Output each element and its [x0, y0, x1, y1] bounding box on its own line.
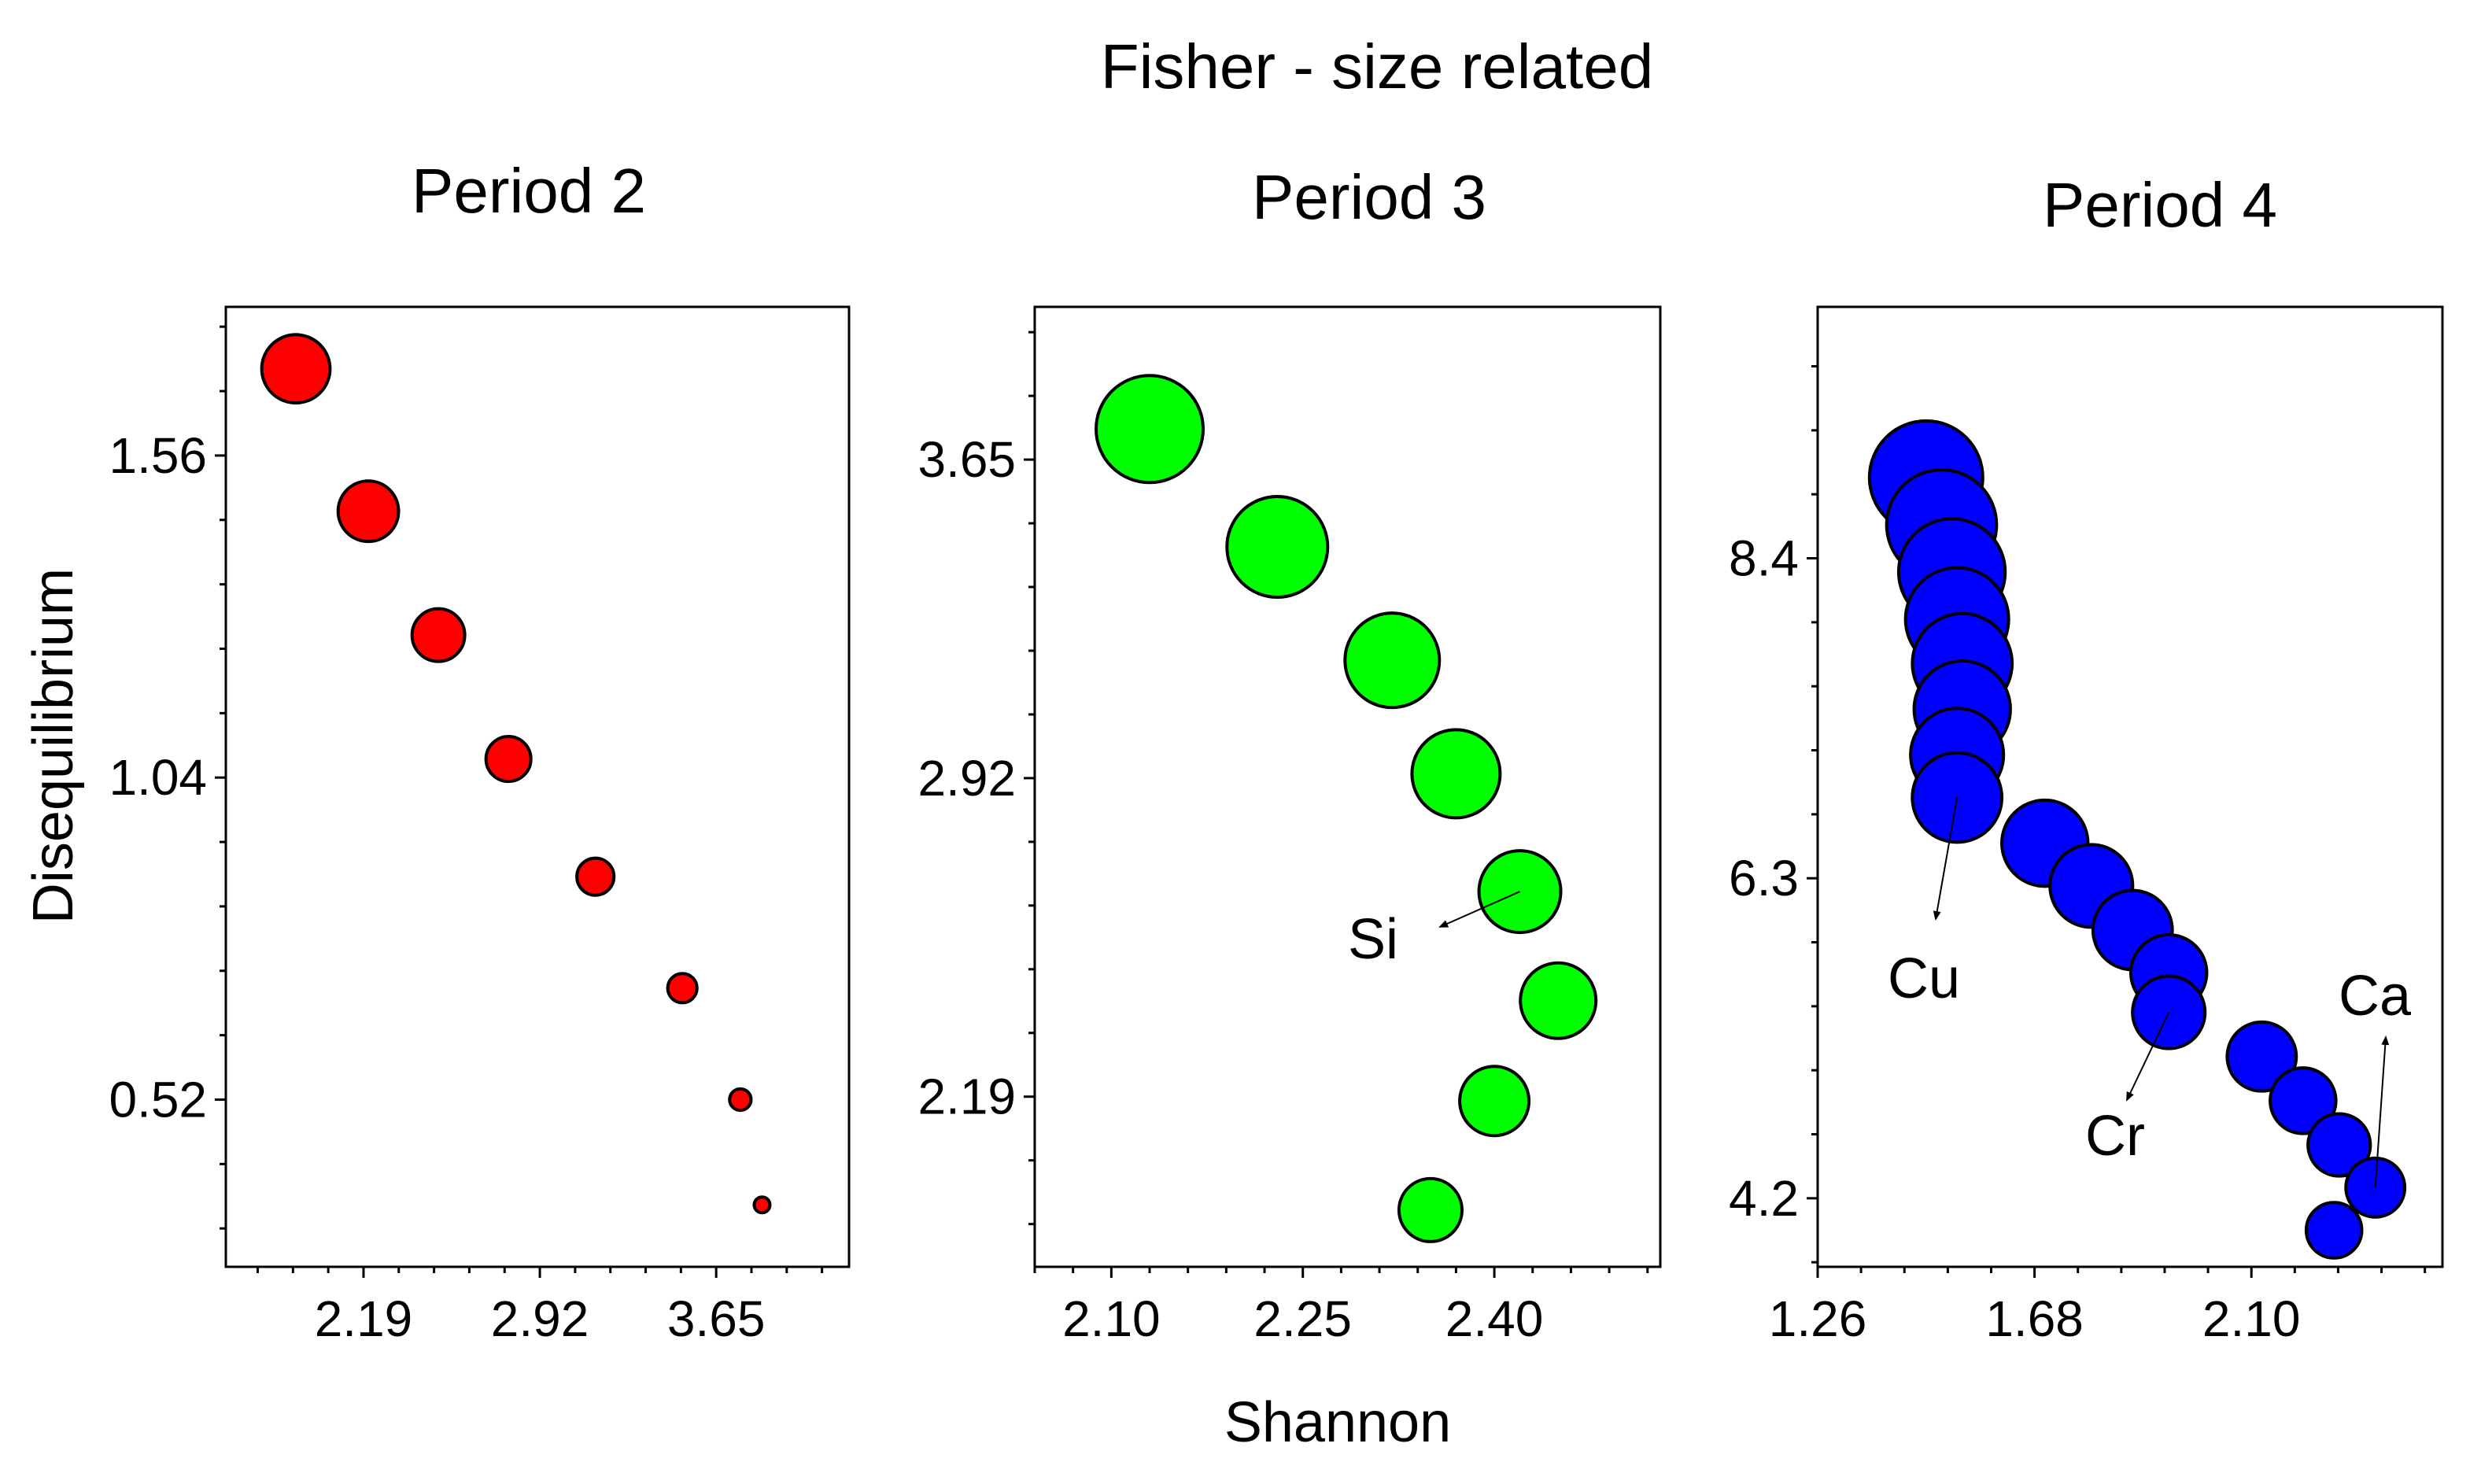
- y-tick-label: 6.3: [1729, 850, 1799, 906]
- data-point: [2344, 1156, 2407, 1219]
- x-tick-label: 3.65: [667, 1290, 766, 1347]
- y-tick-label: 0.52: [109, 1071, 207, 1128]
- data-point: [1095, 374, 1205, 485]
- data-point: [666, 972, 699, 1005]
- data-point: [1911, 751, 2004, 844]
- chart-panel-4: Period 4 1.26 1.68 2.10 4.2 6.3 8.4 Cu Cr Ca: [1729, 170, 2444, 1347]
- annotation-arrow: [2126, 1012, 2170, 1102]
- data-point: [410, 607, 467, 663]
- chart-panels: Period 2 2.19 2.92 3.65 0.52 1.04 1.56 Period 3…: [109, 156, 2444, 1347]
- x-tick-label: 2.19: [315, 1290, 413, 1347]
- x-tick-label: 2.40: [1445, 1290, 1544, 1347]
- panel-title: Period 3: [1252, 162, 1486, 232]
- x-tick-label: 2.25: [1253, 1290, 1352, 1347]
- y-tick-label: 4.2: [1729, 1170, 1799, 1227]
- data-point: [260, 333, 332, 405]
- data-point: [575, 856, 616, 897]
- y-axis-title: Disequilibrium: [22, 568, 85, 924]
- annotation-label: Ca: [2339, 965, 2412, 1028]
- data-point: [336, 479, 401, 544]
- data-point: [1410, 728, 1502, 820]
- data-point: [728, 1087, 753, 1113]
- annotation-label: Cu: [1888, 947, 1960, 1010]
- y-tick-label: 1.56: [109, 427, 207, 484]
- plot-frame: [1033, 305, 1662, 1268]
- data-point: [1225, 495, 1330, 599]
- chart-panel-3: Period 3 2.10 2.25 2.40 2.19 2.92 3.65 Si: [917, 162, 1662, 1347]
- x-tick-label: 1.26: [1769, 1290, 1867, 1347]
- x-tick-label: 2.10: [1062, 1290, 1161, 1347]
- annotation-label: Cr: [2085, 1105, 2145, 1168]
- y-tick-label: 8.4: [1729, 530, 1799, 587]
- x-tick-label: 2.10: [2202, 1290, 2301, 1347]
- data-point: [484, 735, 533, 784]
- annotation-arrow: [2374, 1035, 2390, 1188]
- data-point: [2304, 1201, 2364, 1260]
- panel-title: Period 2: [412, 156, 646, 226]
- y-tick-label: 2.92: [917, 750, 1016, 807]
- y-tick-label: 3.65: [917, 431, 1016, 488]
- panel-title: Period 4: [2043, 170, 2277, 240]
- y-tick-label: 2.19: [917, 1069, 1016, 1125]
- data-point: [2269, 1066, 2338, 1135]
- annotation-arrow: [1438, 891, 1520, 928]
- x-tick-label: 2.92: [491, 1290, 589, 1347]
- x-axis-title: Shannon: [1224, 1391, 1451, 1454]
- annotation-label: Si: [1348, 908, 1398, 971]
- data-point: [2306, 1112, 2372, 1178]
- data-point: [1397, 1176, 1464, 1243]
- data-point: [2225, 1020, 2298, 1093]
- plot-frame: [1816, 305, 2444, 1268]
- x-tick-label: 1.68: [1985, 1290, 2084, 1347]
- main-title: Fisher - size related: [1101, 31, 1653, 102]
- data-point: [752, 1195, 772, 1215]
- data-point: [1519, 961, 1598, 1040]
- data-point: [1343, 611, 1442, 710]
- data-point: [1458, 1065, 1531, 1138]
- y-tick-label: 1.04: [109, 749, 207, 806]
- annotation-arrow: [1933, 797, 1959, 921]
- chart-panel-2: Period 2 2.19 2.92 3.65 0.52 1.04 1.56: [109, 156, 851, 1347]
- plot-frame: [224, 305, 851, 1268]
